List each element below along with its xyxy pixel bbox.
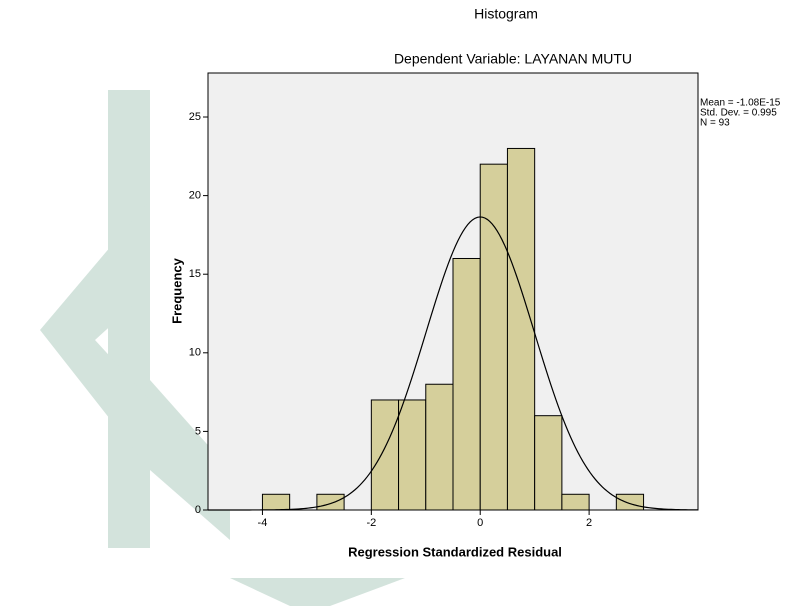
bar	[506, 147, 536, 511]
y-axis-title: Frequency	[169, 257, 184, 324]
bar	[479, 163, 508, 511]
x-tick-label: 2	[586, 517, 592, 529]
bar	[425, 383, 454, 511]
x-tick-label: 0	[477, 517, 483, 529]
stats-label: N = 93	[700, 118, 730, 129]
chart-subtitle: Dependent Variable: LAYANAN MUTU	[394, 51, 632, 67]
x-axis-title: Regression Standardized Residual	[348, 544, 562, 559]
bar	[261, 493, 291, 511]
y-tick-label: 0	[195, 504, 201, 516]
y-tick-label: 20	[189, 190, 201, 202]
y-tick-label: 5	[195, 425, 201, 437]
x-tick-label: -2	[366, 517, 376, 529]
normal-curve	[208, 216, 699, 511]
bar	[561, 493, 590, 511]
watermark	[40, 90, 405, 606]
bar	[534, 415, 563, 511]
bar	[316, 493, 345, 511]
stats-label: Mean = -1.08E-15	[700, 98, 781, 109]
stats-label: Std. Dev. = 0.995	[700, 108, 777, 119]
y-tick-label: 25	[189, 111, 201, 123]
chart-title: Histogram	[474, 6, 538, 22]
bar	[452, 257, 481, 511]
x-tick-label: -4	[258, 517, 268, 529]
bar	[615, 493, 645, 511]
bar	[398, 399, 427, 511]
y-tick-label: 10	[189, 347, 201, 359]
bar	[370, 399, 400, 511]
y-tick-label: 15	[189, 268, 201, 280]
